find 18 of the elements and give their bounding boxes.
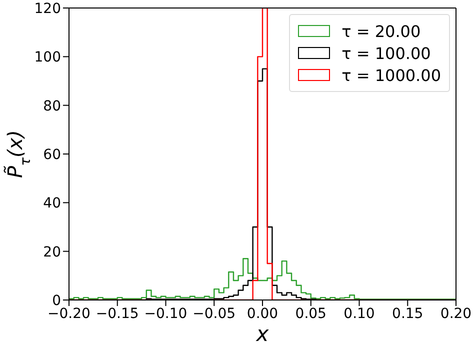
legend-label: τ = 1000.00	[342, 66, 441, 84]
x-axis-title: x	[255, 322, 270, 345]
x-tick-label: −0.05	[192, 306, 236, 322]
x-tick-label: 0.00	[246, 306, 278, 322]
y-tick-label: 80	[43, 98, 61, 114]
y-tick-label: 20	[43, 244, 61, 260]
x-tick-label: −0.10	[144, 306, 188, 322]
y-tick-label: 120	[34, 0, 61, 17]
legend-label: τ = 100.00	[342, 44, 431, 62]
y-tick-label: 60	[43, 146, 61, 163]
x-tick-label: 0.05	[295, 306, 326, 322]
x-tick-label: 0.20	[440, 306, 472, 322]
y-tick-label: 40	[43, 196, 61, 212]
y-tick-label: 100	[34, 50, 61, 66]
x-tick-label: 0.10	[344, 306, 375, 322]
x-tick-label: 0.15	[392, 306, 424, 322]
x-tick-label: −0.15	[96, 306, 139, 322]
legend-label: τ = 20.00	[342, 22, 421, 40]
